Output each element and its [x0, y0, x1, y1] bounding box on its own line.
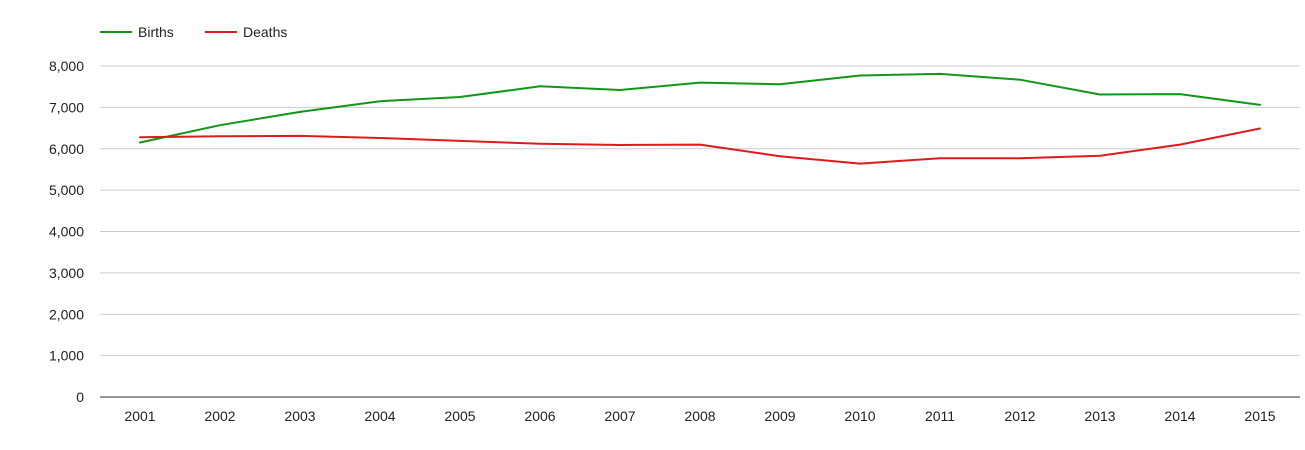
y-tick-label: 6,000	[49, 141, 84, 157]
y-gridlines	[100, 65, 1300, 357]
x-tick-label: 2004	[364, 408, 395, 424]
series-line-births	[139, 72, 1261, 144]
x-tick-label: 2006	[524, 408, 555, 424]
y-tick-label: 2,000	[49, 306, 84, 322]
x-tick-label: 2014	[1164, 408, 1195, 424]
x-axis-tick-labels: 2001 2002 2003 2004 2005 2006 2007 2008 2009 2010…	[124, 408, 1275, 424]
y-axis-tick-labels: 0 1,000 2,000 3,000 4,000 5,000 6,000 7,000 8,00…	[49, 58, 84, 405]
y-tick-label: 8,000	[49, 58, 84, 74]
x-tick-label: 2001	[124, 408, 155, 424]
x-tick-label: 2012	[1004, 408, 1035, 424]
series-line-deaths	[139, 127, 1261, 165]
x-tick-label: 2005	[444, 408, 475, 424]
x-tick-label: 2011	[925, 408, 955, 424]
legend-item-deaths: Deaths	[205, 24, 287, 40]
y-tick-label: 1,000	[49, 348, 84, 364]
x-tick-label: 2009	[764, 408, 795, 424]
y-tick-label: 0	[76, 389, 84, 405]
x-tick-label: 2008	[684, 408, 715, 424]
y-tick-label: 5,000	[49, 182, 84, 198]
x-tick-label: 2013	[1084, 408, 1115, 424]
x-tick-label: 2015	[1244, 408, 1275, 424]
legend-item-births: Births	[100, 24, 174, 40]
x-tick-label: 2010	[844, 408, 875, 424]
chart-series	[139, 72, 1261, 165]
x-tick-label: 2007	[604, 408, 635, 424]
chart-legend: Births Deaths	[100, 24, 287, 40]
x-tick-label: 2002	[204, 408, 235, 424]
y-tick-label: 7,000	[49, 99, 84, 115]
y-tick-label: 3,000	[49, 265, 84, 281]
x-tick-label: 2003	[284, 408, 315, 424]
y-tick-label: 4,000	[49, 224, 84, 240]
legend-label-births: Births	[138, 24, 174, 40]
legend-label-deaths: Deaths	[243, 24, 287, 40]
